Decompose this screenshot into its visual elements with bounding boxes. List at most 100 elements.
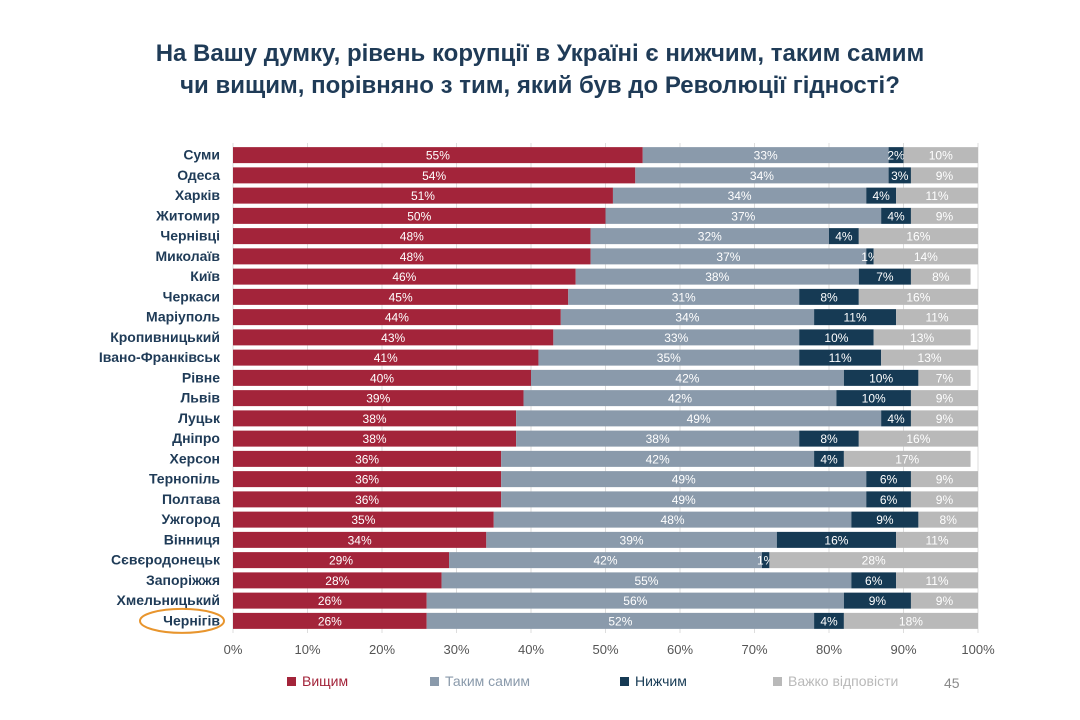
bar-segment [873, 329, 971, 346]
x-tick-label: 0% [224, 642, 243, 657]
bar-segment [896, 531, 978, 548]
data-label: 29% [329, 554, 353, 568]
bar-segment [761, 552, 770, 569]
bar-segment [233, 147, 643, 164]
legend-label: Важко відповісти [788, 673, 899, 689]
bar-segment [910, 268, 971, 285]
bar-segment [553, 329, 800, 346]
bar-segment [233, 471, 502, 488]
data-label: 49% [672, 493, 696, 507]
data-label: 48% [400, 230, 424, 244]
data-label: 9% [936, 493, 954, 507]
data-label: 6% [865, 574, 883, 588]
bar-segment [814, 309, 897, 326]
bar-segment [814, 612, 844, 629]
bar-segment [843, 450, 971, 467]
data-label: 36% [355, 473, 379, 487]
bar-segment [918, 511, 978, 528]
data-label: 48% [661, 513, 685, 527]
bar-segment [642, 147, 889, 164]
bar-segment [233, 592, 427, 609]
x-tick-label: 60% [667, 642, 693, 657]
bar-segment [523, 390, 837, 407]
x-tick-label: 90% [890, 642, 916, 657]
bar-segment [233, 369, 531, 386]
bar-segment [858, 288, 978, 305]
data-label: 11% [925, 533, 948, 547]
bar-segment [881, 410, 911, 427]
category-label: Сєвєродонецьк [111, 552, 221, 568]
bar-segment [858, 430, 978, 447]
chart-title-line-2: чи вищим, порівняно з тим, який був до Р… [180, 72, 900, 99]
chart-title: На Вашу думку, рівень корупції в Україні… [0, 38, 1080, 102]
data-label: 17% [895, 452, 919, 466]
bar-segment [233, 552, 450, 569]
bar-segment [233, 288, 569, 305]
data-label: 10% [929, 149, 953, 163]
highlight-ellipse [139, 607, 225, 634]
bar-segment [910, 207, 978, 224]
data-label: 34% [348, 533, 372, 547]
legend-label: Нижчим [635, 673, 687, 689]
category-label: Харків [175, 187, 221, 203]
bar-segment [866, 248, 874, 265]
data-label: 35% [351, 513, 375, 527]
data-label: 48% [400, 250, 424, 264]
bar-segment [888, 167, 911, 184]
category-label: Полтава [162, 491, 220, 507]
data-label: 9% [876, 513, 894, 527]
bar-segment [858, 268, 911, 285]
data-label: 33% [664, 331, 688, 345]
bar-segment [881, 207, 911, 224]
x-tick-label: 20% [369, 642, 395, 657]
bar-segment [233, 207, 606, 224]
bar-segment [516, 410, 882, 427]
data-label: 37% [731, 209, 755, 223]
bar-segment [233, 511, 494, 528]
x-tick-label: 50% [592, 642, 618, 657]
data-label: 10% [824, 331, 848, 345]
data-label: 16% [906, 432, 930, 446]
legend-swatch [430, 676, 439, 686]
data-label: 55% [426, 149, 450, 163]
data-label: 44% [385, 311, 409, 325]
data-label: 40% [370, 371, 394, 385]
category-label: Черкаси [163, 288, 220, 304]
bar-segment [873, 248, 978, 265]
data-label: 38% [705, 270, 729, 284]
bar-segment [560, 309, 815, 326]
bar-segment [910, 390, 978, 407]
data-label: 4% [835, 230, 853, 244]
data-label: 9% [869, 594, 887, 608]
bar-segment [910, 410, 978, 427]
bar-segment [799, 430, 859, 447]
bar-segment [233, 572, 442, 589]
bar-segment [233, 349, 539, 366]
category-label: Миколаїв [155, 248, 220, 264]
bar-segment [881, 349, 978, 366]
data-label: 11% [844, 311, 867, 325]
category-label: Тернопіль [149, 471, 220, 487]
category-label: Рівне [182, 369, 220, 385]
data-label: 9% [936, 392, 954, 406]
data-label: 13% [918, 351, 942, 365]
bar-segment [843, 369, 919, 386]
bar-segment [501, 471, 867, 488]
bar-segment [233, 329, 554, 346]
chart-legend: Вищим Таким самим Нижчим Важко відповісти [0, 673, 1080, 693]
bar-segment [635, 167, 889, 184]
data-label: 35% [657, 351, 681, 365]
bar-segment [605, 207, 882, 224]
data-label: 9% [936, 169, 954, 183]
data-label: 45% [389, 290, 413, 304]
data-label: 34% [728, 189, 752, 203]
bar-segment [814, 450, 844, 467]
bar-segment [888, 147, 904, 164]
bar-segment [858, 228, 978, 245]
data-label: 38% [363, 412, 387, 426]
bar-segment [493, 511, 852, 528]
x-tick-label: 10% [294, 642, 320, 657]
bar-segment [441, 572, 852, 589]
bar-segment [910, 167, 978, 184]
data-label: 42% [646, 452, 670, 466]
